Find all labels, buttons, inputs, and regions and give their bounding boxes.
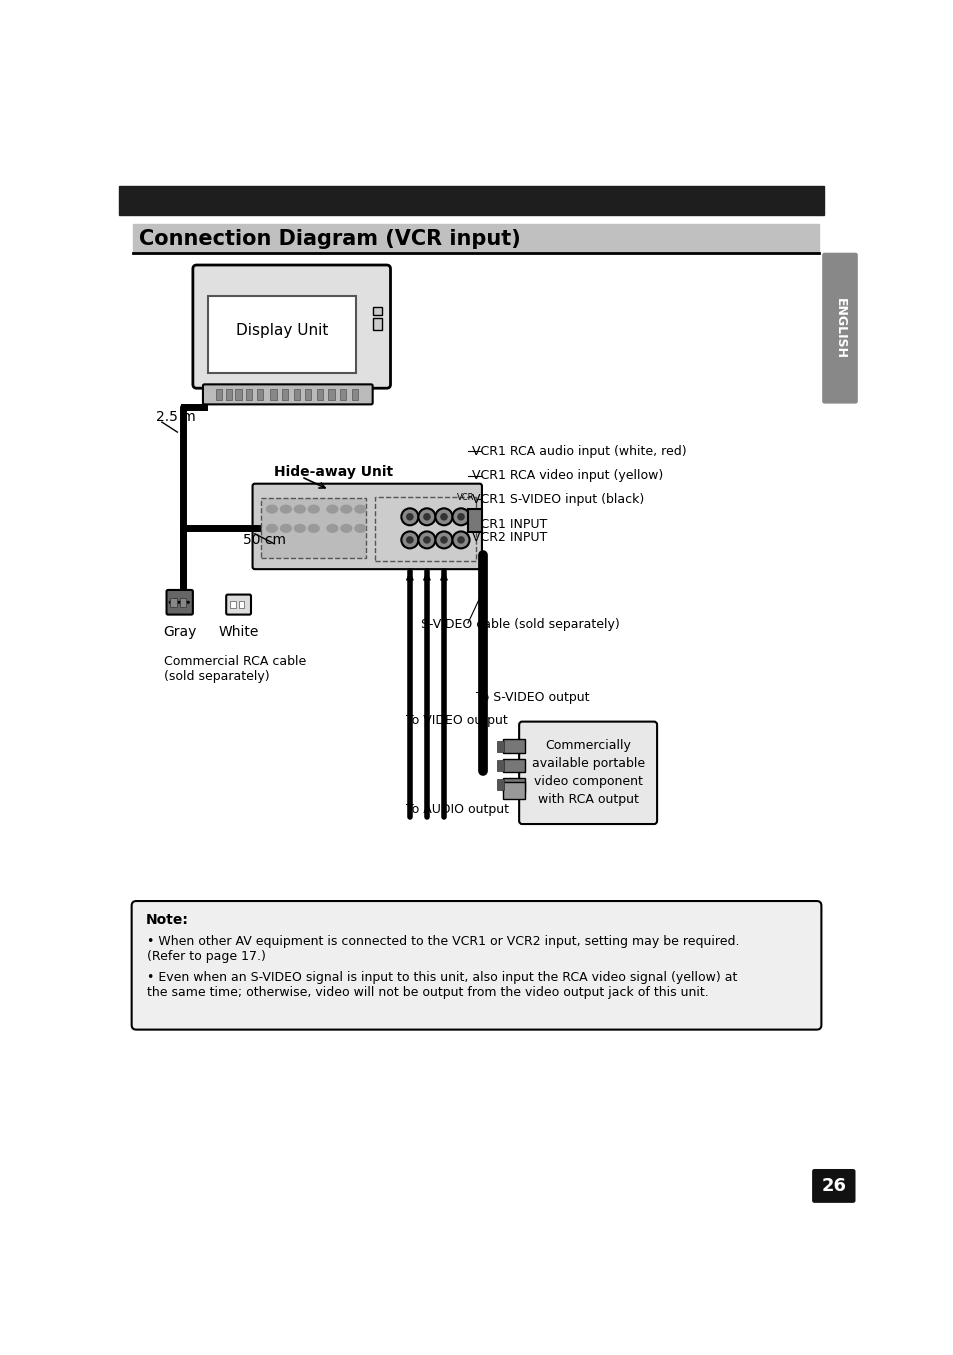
FancyBboxPatch shape <box>193 266 390 389</box>
Bar <box>497 760 503 771</box>
Bar <box>502 740 524 753</box>
Bar <box>375 497 476 561</box>
Ellipse shape <box>280 524 291 533</box>
Ellipse shape <box>327 505 337 514</box>
Text: Commercially
available portable
video component
with RCA output: Commercially available portable video co… <box>531 740 644 806</box>
Bar <box>257 389 263 400</box>
Circle shape <box>418 531 435 549</box>
Text: Note:: Note: <box>146 912 189 927</box>
Circle shape <box>406 514 413 520</box>
Bar <box>179 598 186 607</box>
Bar <box>328 389 335 400</box>
Text: VCR: VCR <box>456 493 474 503</box>
Bar <box>305 389 311 400</box>
Circle shape <box>435 508 452 526</box>
Text: To AUDIO output: To AUDIO output <box>406 804 509 816</box>
Bar <box>373 308 381 316</box>
Text: 2.5 m: 2.5 m <box>155 409 195 424</box>
Bar <box>235 389 241 400</box>
Text: Connection Diagram (VCR input): Connection Diagram (VCR input) <box>139 229 520 249</box>
Circle shape <box>418 508 435 526</box>
Bar <box>261 499 365 558</box>
Text: VCR1 INPUT: VCR1 INPUT <box>472 518 547 531</box>
Circle shape <box>440 537 447 543</box>
Bar <box>502 782 524 799</box>
Bar <box>502 778 524 791</box>
Text: To VIDEO output: To VIDEO output <box>406 714 507 728</box>
FancyBboxPatch shape <box>253 484 481 569</box>
Bar <box>171 598 176 607</box>
FancyBboxPatch shape <box>226 595 251 615</box>
Circle shape <box>452 531 469 549</box>
Text: Commercial RCA cable
(sold separately): Commercial RCA cable (sold separately) <box>164 656 306 683</box>
FancyBboxPatch shape <box>203 385 373 404</box>
Ellipse shape <box>327 524 337 533</box>
Text: 50 cm: 50 cm <box>243 533 286 547</box>
Ellipse shape <box>294 505 305 514</box>
Circle shape <box>401 531 418 549</box>
Text: White: White <box>218 625 258 640</box>
Bar <box>502 759 524 772</box>
FancyBboxPatch shape <box>518 722 657 824</box>
Text: To S-VIDEO output: To S-VIDEO output <box>476 691 589 705</box>
Ellipse shape <box>340 524 352 533</box>
Ellipse shape <box>266 524 277 533</box>
Text: • When other AV equipment is connected to the VCR1 or VCR2 input, setting may be: • When other AV equipment is connected t… <box>147 935 739 963</box>
Bar <box>133 224 819 253</box>
FancyBboxPatch shape <box>132 901 821 1030</box>
Text: 26: 26 <box>821 1177 845 1195</box>
Bar <box>468 509 481 533</box>
Circle shape <box>423 537 430 543</box>
Circle shape <box>423 514 430 520</box>
Bar <box>340 389 346 400</box>
Text: VCR1 RCA video input (yellow): VCR1 RCA video input (yellow) <box>472 469 662 482</box>
Circle shape <box>457 537 464 543</box>
Text: Display Unit: Display Unit <box>235 322 328 337</box>
Circle shape <box>435 531 452 549</box>
Text: Gray: Gray <box>163 625 196 640</box>
Bar <box>282 389 288 400</box>
Text: • Even when an S-VIDEO signal is input to this unit, also input the RCA video si: • Even when an S-VIDEO signal is input t… <box>147 972 737 999</box>
FancyBboxPatch shape <box>811 1169 855 1203</box>
Ellipse shape <box>280 505 291 514</box>
Bar <box>216 389 222 400</box>
Text: VCR2 INPUT: VCR2 INPUT <box>472 531 547 545</box>
Text: VCR1 S-VIDEO input (black): VCR1 S-VIDEO input (black) <box>472 493 643 505</box>
Text: VCR1 RCA audio input (white, red): VCR1 RCA audio input (white, red) <box>472 444 686 458</box>
Bar <box>208 295 355 373</box>
Bar <box>238 600 244 608</box>
Circle shape <box>401 508 418 526</box>
Circle shape <box>452 508 469 526</box>
Ellipse shape <box>294 524 305 533</box>
Bar <box>497 741 503 752</box>
Text: S-VIDEO cable (sold separately): S-VIDEO cable (sold separately) <box>421 618 619 631</box>
Bar <box>245 389 252 400</box>
FancyBboxPatch shape <box>167 589 193 615</box>
Bar <box>497 779 503 790</box>
Text: Hide-away Unit: Hide-away Unit <box>274 465 393 480</box>
Bar <box>373 318 381 331</box>
Ellipse shape <box>266 505 277 514</box>
Ellipse shape <box>308 524 319 533</box>
Bar <box>230 600 235 608</box>
Ellipse shape <box>355 524 365 533</box>
Circle shape <box>440 514 447 520</box>
FancyBboxPatch shape <box>821 252 857 404</box>
Bar <box>352 389 357 400</box>
Bar <box>226 389 233 400</box>
Circle shape <box>457 514 464 520</box>
Text: ENGLISH: ENGLISH <box>833 298 845 359</box>
Ellipse shape <box>340 505 352 514</box>
Ellipse shape <box>308 505 319 514</box>
Ellipse shape <box>355 505 365 514</box>
Bar <box>316 389 323 400</box>
Bar <box>270 389 276 400</box>
Bar <box>294 389 299 400</box>
Bar <box>119 186 823 215</box>
Circle shape <box>406 537 413 543</box>
